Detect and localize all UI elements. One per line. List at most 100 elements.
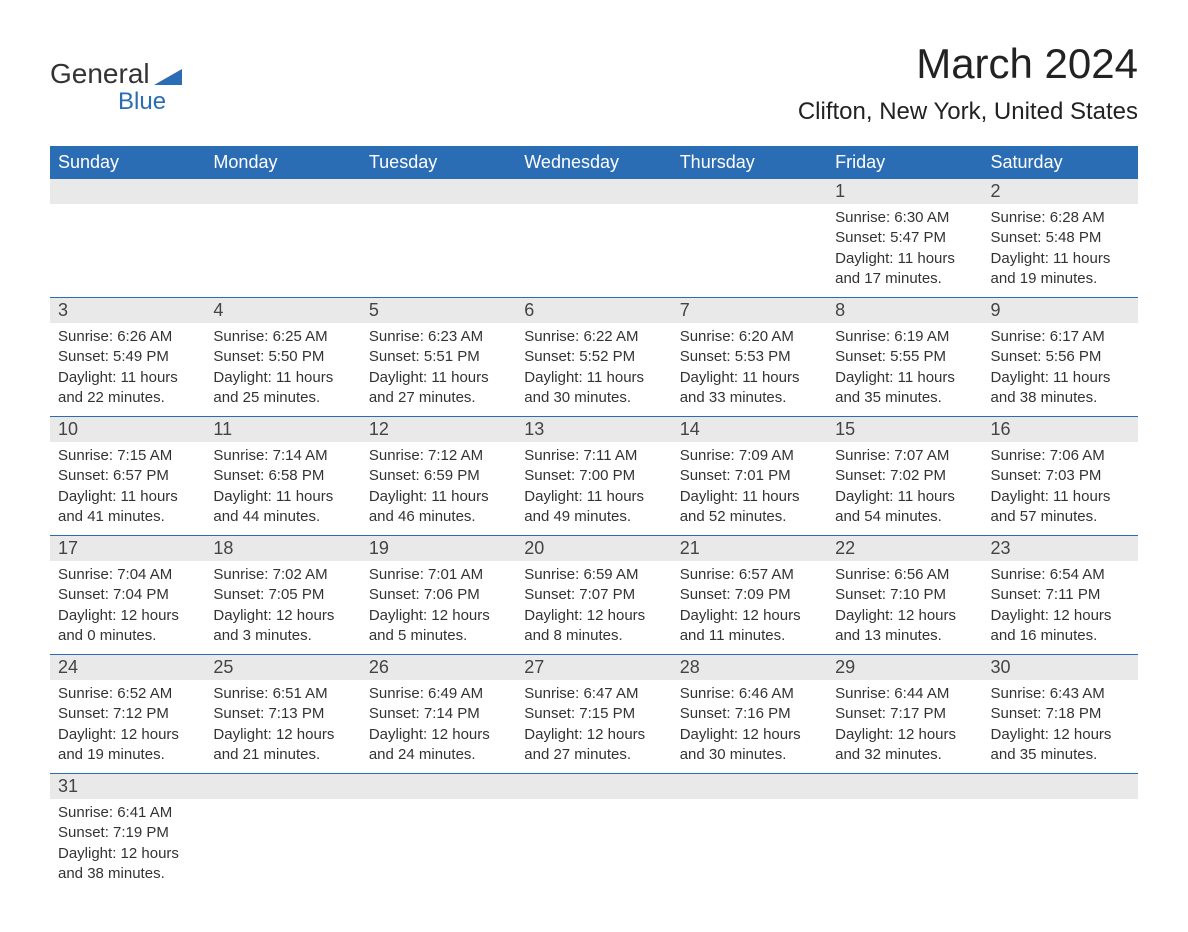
day-detail-cell: Sunrise: 7:07 AMSunset: 7:02 PMDaylight:… xyxy=(827,442,982,536)
day-sunset: Sunset: 5:47 PM xyxy=(835,228,974,248)
day-detail-cell: Sunrise: 6:17 AMSunset: 5:56 PMDaylight:… xyxy=(983,323,1138,417)
day-number-cell xyxy=(516,179,671,204)
day-sunrise: Sunrise: 7:07 AM xyxy=(835,446,974,466)
daynum-row: 10111213141516 xyxy=(50,417,1138,443)
day-detail-cell: Sunrise: 6:43 AMSunset: 7:18 PMDaylight:… xyxy=(983,680,1138,774)
day-d2: and 19 minutes. xyxy=(58,745,197,765)
day-d2: and 24 minutes. xyxy=(369,745,508,765)
calendar-body: 12 Sunrise: 6:30 AMSunset: 5:47 PMDaylig… xyxy=(50,179,1138,892)
day-number-cell: 29 xyxy=(827,655,982,681)
day-header: Monday xyxy=(205,146,360,179)
day-number-cell: 21 xyxy=(672,536,827,562)
day-detail-cell: Sunrise: 7:11 AMSunset: 7:00 PMDaylight:… xyxy=(516,442,671,536)
day-detail-cell: Sunrise: 6:51 AMSunset: 7:13 PMDaylight:… xyxy=(205,680,360,774)
day-d2: and 52 minutes. xyxy=(680,507,819,527)
calendar-head: Sunday Monday Tuesday Wednesday Thursday… xyxy=(50,146,1138,179)
day-sunrise: Sunrise: 6:28 AM xyxy=(991,208,1130,228)
logo-word1: General xyxy=(50,58,150,89)
day-sunset: Sunset: 7:04 PM xyxy=(58,585,197,605)
day-number-cell xyxy=(361,774,516,800)
day-detail-cell: Sunrise: 6:41 AMSunset: 7:19 PMDaylight:… xyxy=(50,799,205,892)
day-sunrise: Sunrise: 6:52 AM xyxy=(58,684,197,704)
day-d1: Daylight: 12 hours xyxy=(58,844,197,864)
day-number-cell: 23 xyxy=(983,536,1138,562)
day-sunset: Sunset: 7:14 PM xyxy=(369,704,508,724)
day-d1: Daylight: 11 hours xyxy=(835,487,974,507)
day-d2: and 27 minutes. xyxy=(369,388,508,408)
detail-row: Sunrise: 7:04 AMSunset: 7:04 PMDaylight:… xyxy=(50,561,1138,655)
day-sunrise: Sunrise: 6:46 AM xyxy=(680,684,819,704)
day-sunset: Sunset: 7:13 PM xyxy=(213,704,352,724)
day-header: Saturday xyxy=(983,146,1138,179)
day-sunset: Sunset: 7:01 PM xyxy=(680,466,819,486)
day-d1: Daylight: 11 hours xyxy=(680,368,819,388)
day-number-cell xyxy=(983,774,1138,800)
day-d2: and 13 minutes. xyxy=(835,626,974,646)
day-detail-cell: Sunrise: 6:52 AMSunset: 7:12 PMDaylight:… xyxy=(50,680,205,774)
day-d1: Daylight: 12 hours xyxy=(524,725,663,745)
day-sunrise: Sunrise: 6:43 AM xyxy=(991,684,1130,704)
day-sunset: Sunset: 5:51 PM xyxy=(369,347,508,367)
day-detail-cell: Sunrise: 6:44 AMSunset: 7:17 PMDaylight:… xyxy=(827,680,982,774)
day-sunset: Sunset: 7:16 PM xyxy=(680,704,819,724)
day-detail-cell: Sunrise: 6:30 AMSunset: 5:47 PMDaylight:… xyxy=(827,204,982,298)
day-d2: and 8 minutes. xyxy=(524,626,663,646)
day-sunrise: Sunrise: 6:19 AM xyxy=(835,327,974,347)
day-d1: Daylight: 11 hours xyxy=(680,487,819,507)
day-d1: Daylight: 12 hours xyxy=(369,725,508,745)
day-detail-cell: Sunrise: 7:01 AMSunset: 7:06 PMDaylight:… xyxy=(361,561,516,655)
day-d1: Daylight: 12 hours xyxy=(835,725,974,745)
day-d1: Daylight: 11 hours xyxy=(835,249,974,269)
day-number-cell: 9 xyxy=(983,298,1138,324)
day-sunrise: Sunrise: 7:11 AM xyxy=(524,446,663,466)
day-sunset: Sunset: 5:56 PM xyxy=(991,347,1130,367)
day-d2: and 16 minutes. xyxy=(991,626,1130,646)
day-d2: and 49 minutes. xyxy=(524,507,663,527)
day-sunrise: Sunrise: 6:47 AM xyxy=(524,684,663,704)
day-number-cell: 25 xyxy=(205,655,360,681)
day-sunrise: Sunrise: 6:59 AM xyxy=(524,565,663,585)
day-d1: Daylight: 11 hours xyxy=(213,487,352,507)
day-d1: Daylight: 11 hours xyxy=(58,368,197,388)
day-d2: and 11 minutes. xyxy=(680,626,819,646)
day-sunrise: Sunrise: 6:56 AM xyxy=(835,565,974,585)
daynum-row: 12 xyxy=(50,179,1138,204)
day-sunset: Sunset: 7:07 PM xyxy=(524,585,663,605)
day-d2: and 35 minutes. xyxy=(835,388,974,408)
daynum-row: 24252627282930 xyxy=(50,655,1138,681)
day-detail-cell xyxy=(205,799,360,892)
day-header-row: Sunday Monday Tuesday Wednesday Thursday… xyxy=(50,146,1138,179)
day-sunset: Sunset: 7:11 PM xyxy=(991,585,1130,605)
day-number-cell: 5 xyxy=(361,298,516,324)
day-sunset: Sunset: 7:05 PM xyxy=(213,585,352,605)
day-d2: and 38 minutes. xyxy=(58,864,197,884)
day-number-cell xyxy=(205,179,360,204)
day-number-cell: 12 xyxy=(361,417,516,443)
day-d1: Daylight: 11 hours xyxy=(835,368,974,388)
day-d1: Daylight: 12 hours xyxy=(213,606,352,626)
day-header: Friday xyxy=(827,146,982,179)
day-sunset: Sunset: 6:57 PM xyxy=(58,466,197,486)
day-number-cell: 26 xyxy=(361,655,516,681)
day-detail-cell: Sunrise: 6:23 AMSunset: 5:51 PMDaylight:… xyxy=(361,323,516,417)
day-sunrise: Sunrise: 7:15 AM xyxy=(58,446,197,466)
day-detail-cell: Sunrise: 6:59 AMSunset: 7:07 PMDaylight:… xyxy=(516,561,671,655)
day-d2: and 44 minutes. xyxy=(213,507,352,527)
day-sunset: Sunset: 5:55 PM xyxy=(835,347,974,367)
day-sunset: Sunset: 7:09 PM xyxy=(680,585,819,605)
day-sunset: Sunset: 5:49 PM xyxy=(58,347,197,367)
day-sunrise: Sunrise: 7:12 AM xyxy=(369,446,508,466)
day-header: Thursday xyxy=(672,146,827,179)
day-sunrise: Sunrise: 7:06 AM xyxy=(991,446,1130,466)
day-d1: Daylight: 12 hours xyxy=(991,606,1130,626)
day-detail-cell: Sunrise: 6:57 AMSunset: 7:09 PMDaylight:… xyxy=(672,561,827,655)
day-sunrise: Sunrise: 6:57 AM xyxy=(680,565,819,585)
day-d1: Daylight: 12 hours xyxy=(58,725,197,745)
day-number-cell: 6 xyxy=(516,298,671,324)
day-detail-cell: Sunrise: 6:46 AMSunset: 7:16 PMDaylight:… xyxy=(672,680,827,774)
day-number-cell: 24 xyxy=(50,655,205,681)
day-detail-cell xyxy=(516,799,671,892)
day-detail-cell xyxy=(205,204,360,298)
day-d1: Daylight: 12 hours xyxy=(680,606,819,626)
day-d1: Daylight: 11 hours xyxy=(369,368,508,388)
